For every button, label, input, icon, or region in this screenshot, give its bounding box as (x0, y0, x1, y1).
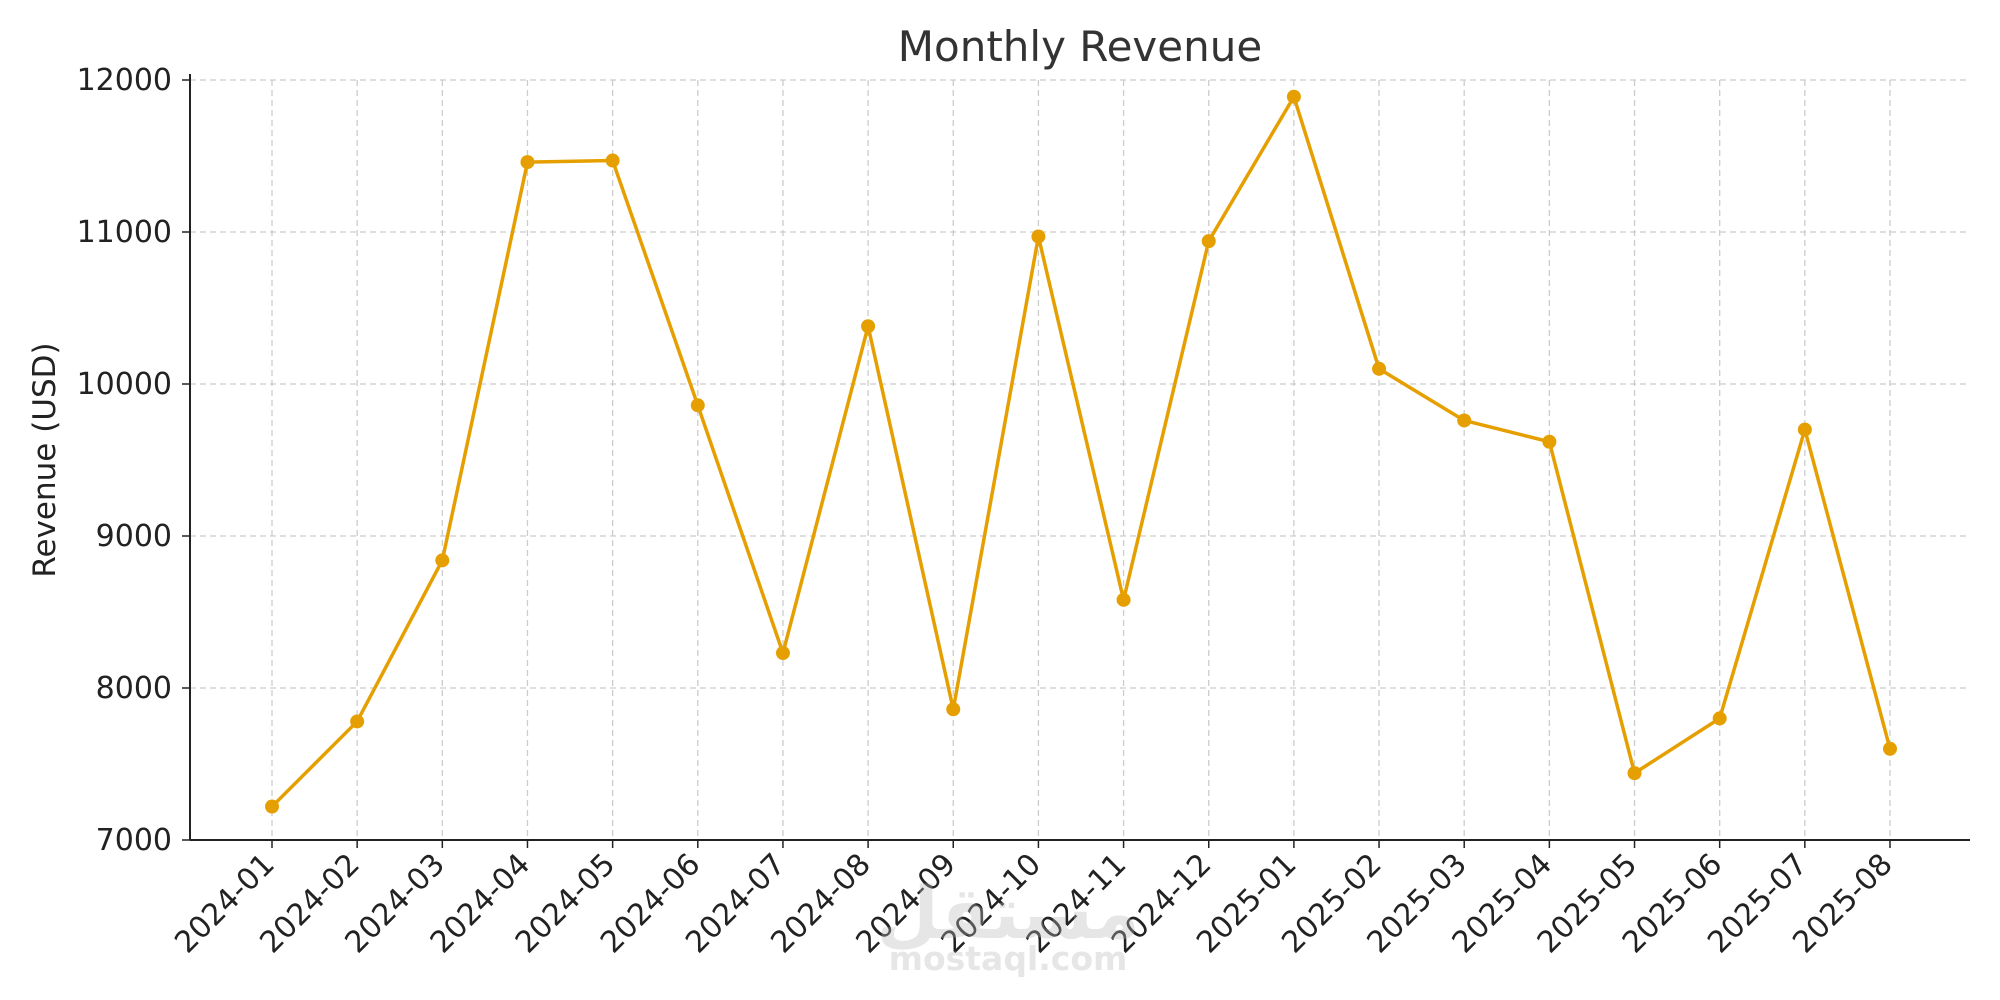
data-point (1542, 434, 1557, 449)
watermark: مستقل mostaql.com (876, 871, 1139, 978)
data-point (1372, 361, 1387, 376)
data-point (946, 702, 961, 717)
data-point (1201, 234, 1216, 249)
y-axis-ticks: 7000 8000 9000 10000 11000 12000 (77, 63, 190, 858)
data-point (1712, 711, 1727, 726)
data-point (1457, 413, 1472, 428)
data-point (1627, 766, 1642, 781)
data-point (775, 646, 790, 661)
series-layer (265, 89, 1897, 814)
y-axis-label: Revenue (USD) (27, 342, 63, 577)
y-tick-label: 8000 (96, 671, 172, 706)
grid-lines (190, 79, 1970, 841)
revenue-line (270, 94, 1892, 809)
data-point (520, 155, 535, 170)
y-tick-label: 11000 (77, 215, 172, 250)
y-tick-label: 9000 (96, 519, 172, 554)
data-point (265, 799, 279, 814)
data-point (690, 398, 705, 413)
chart-title: Monthly Revenue (898, 22, 1262, 71)
data-point (1116, 592, 1131, 607)
data-point (1286, 89, 1301, 104)
data-point (605, 153, 620, 168)
data-point (1797, 422, 1812, 437)
data-point (1883, 741, 1897, 756)
watermark-url: mostaql.com (889, 939, 1128, 978)
y-tick-label: 12000 (77, 63, 172, 98)
axes (189, 74, 1970, 841)
y-tick-label: 10000 (77, 367, 172, 402)
data-point (435, 553, 450, 568)
watermark-logo: مستقل (876, 871, 1139, 955)
data-point (1031, 229, 1046, 244)
data-point (350, 714, 365, 729)
data-point (861, 319, 876, 334)
y-tick-label: 7000 (96, 823, 172, 858)
